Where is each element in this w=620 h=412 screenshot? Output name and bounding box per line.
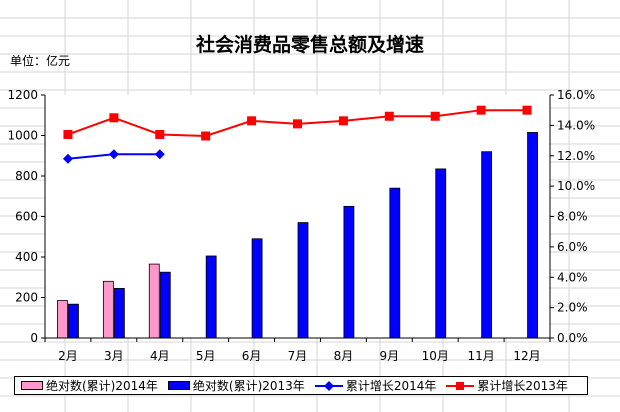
point-growth-2013	[155, 129, 165, 139]
y-left-tick-label: 200	[15, 291, 38, 305]
y-left-tick-label: 1200	[7, 88, 38, 102]
point-growth-2013	[522, 105, 532, 115]
point-growth-2013	[476, 105, 486, 115]
x-tick-label: 7月	[288, 349, 308, 363]
x-tick-label: 6月	[242, 349, 262, 363]
bar-2013	[159, 271, 171, 339]
point-growth-2013	[63, 129, 73, 139]
bar-2013	[435, 168, 447, 339]
point-growth-2013	[338, 116, 348, 126]
x-tick-label: 2月	[58, 349, 78, 363]
legend-swatch-2014-line	[314, 380, 343, 391]
legend-swatch-2014-bar	[21, 381, 43, 390]
point-growth-2013	[293, 119, 302, 129]
legend-item-2013-line: 累计增长2013年	[446, 377, 568, 394]
y-left-tick-label: 800	[15, 169, 38, 183]
legend-item-2014-bar: 绝对数(累计)2014年	[21, 377, 158, 394]
unit-label: 单位：亿元	[10, 54, 71, 68]
y-left-tick-label: 1000	[7, 129, 38, 143]
legend-item-2014-line: 累计增长2014年	[314, 377, 437, 394]
x-tick-label: 10月	[422, 349, 449, 363]
x-tick-label: 5月	[196, 349, 216, 363]
y-left-tick-label: 400	[15, 250, 38, 264]
x-tick-label: 3月	[104, 349, 124, 363]
point-growth-2013	[201, 131, 211, 141]
legend-label-2013-line: 累计增长2013年	[477, 379, 568, 393]
bar-2013	[527, 132, 538, 339]
point-growth-2013	[384, 111, 394, 121]
bar-2013	[343, 205, 355, 339]
y-right-tick-label: 10.0%	[557, 179, 595, 193]
y-right-tick-label: 6.0%	[557, 240, 588, 254]
y-right-tick-label: 14.0%	[557, 118, 595, 132]
bar-2013	[205, 255, 217, 339]
point-growth-2014	[154, 149, 165, 160]
y-right-tick-label: 4.0%	[557, 270, 588, 284]
y-right-tick-label: 12.0%	[557, 149, 595, 163]
x-tick-label: 12月	[513, 349, 540, 363]
bar-2013	[68, 303, 79, 339]
point-growth-2013	[109, 113, 119, 123]
chart-title: 社会消费品零售总额及增速	[195, 34, 424, 56]
bar-2013	[481, 151, 493, 339]
point-growth-2013	[247, 116, 257, 126]
legend-swatch-2013-bar	[167, 381, 190, 390]
legend-label-2013-bar: 绝对数(累计)2013年	[192, 379, 305, 393]
y-left-tick-label: 600	[15, 210, 38, 224]
legend-item-2013-bar: 绝对数(累计)2013年	[167, 377, 305, 394]
point-growth-2014	[108, 149, 119, 160]
y-right-tick-label: 8.0%	[557, 210, 588, 224]
legend-swatch-2013-line	[446, 381, 475, 390]
legend-label-2014-line: 累计增长2014年	[345, 379, 437, 393]
y-left-tick-label: 0	[30, 331, 38, 345]
x-tick-label: 8月	[334, 349, 354, 363]
x-tick-label: 4月	[150, 349, 170, 363]
y-right-tick-label: 2.0%	[557, 301, 588, 315]
bar-2013	[389, 187, 401, 339]
point-growth-2013	[430, 111, 440, 121]
bar-2014	[57, 300, 68, 339]
point-growth-2014	[62, 153, 73, 164]
bar-2013	[297, 222, 309, 339]
bar-2013	[251, 238, 263, 339]
bar-2014	[102, 280, 114, 339]
plot-background	[45, 95, 550, 338]
bar-2013	[113, 287, 125, 339]
bar-2014	[148, 263, 160, 339]
y-right-tick-label: 16.0%	[557, 88, 595, 102]
x-tick-label: 9月	[379, 349, 399, 363]
legend: 绝对数(累计)2014年 绝对数(累计)2013年 累计增长2014年 累计增长…	[14, 376, 588, 395]
y-right-tick-label: 0.0%	[557, 331, 588, 345]
x-tick-label: 11月	[467, 349, 494, 363]
legend-label-2014-bar: 绝对数(累计)2014年	[46, 379, 158, 393]
